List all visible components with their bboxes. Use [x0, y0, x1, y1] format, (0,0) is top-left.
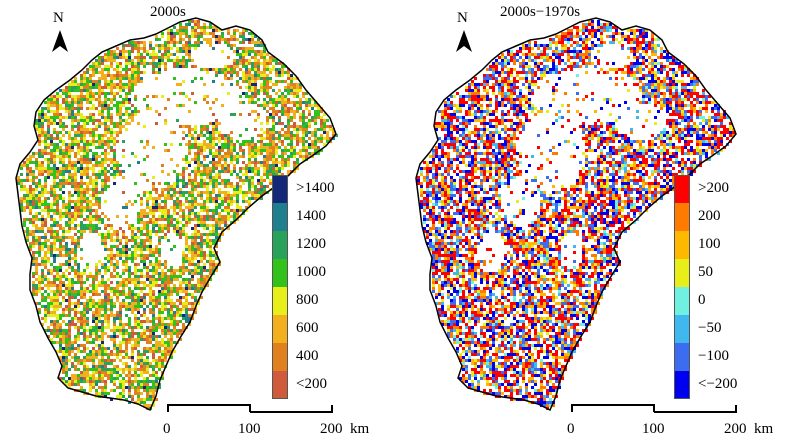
scale-bar: 0 100 200 km: [160, 400, 420, 439]
map-2000s-minus-1970s: [415, 17, 737, 412]
scale-tick-label: 100: [642, 421, 665, 437]
legend-label: 1200: [296, 236, 326, 252]
scale-tick-label: 200: [320, 421, 343, 437]
legend-label: 100: [698, 236, 721, 252]
legend-label: 50: [698, 264, 713, 280]
north-arrow-icon: N: [452, 10, 476, 58]
legend-swatch: [272, 231, 288, 259]
legend-swatch: [674, 203, 690, 231]
legend-swatch: [272, 371, 288, 399]
scale-bar: 0 100 200 km: [564, 400, 800, 439]
legend-swatch: [272, 203, 288, 231]
raster-cells: [17, 20, 338, 410]
legend-swatch: [674, 175, 690, 203]
legend-swatch: [272, 287, 288, 315]
north-arrow-icon: N: [48, 10, 72, 58]
legend-label: 600: [296, 320, 319, 336]
legend-label: 1000: [296, 264, 326, 280]
legend-swatch: [674, 343, 690, 371]
map-title: 2000s: [150, 4, 186, 20]
legend-swatch: [272, 343, 288, 371]
scale-unit: km: [754, 421, 774, 437]
legend-label: 400: [296, 348, 319, 364]
legend-swatch: [674, 371, 690, 399]
legend-label: 0: [698, 292, 706, 308]
legend-label: >200: [698, 180, 729, 196]
raster-cells: [417, 20, 735, 410]
scale-tick-label: 0: [163, 421, 171, 437]
north-label: N: [457, 10, 468, 26]
legend-swatch: [674, 315, 690, 343]
province-outline: [415, 17, 737, 412]
legend-label: −100: [698, 348, 729, 364]
legend-label: 800: [296, 292, 319, 308]
legend-label: <200: [296, 376, 327, 392]
legend-swatch: [272, 315, 288, 343]
scale-tick-label: 0: [567, 421, 575, 437]
legend-swatch: [674, 259, 690, 287]
legend-label: 200: [698, 208, 721, 224]
legend-swatch: [674, 287, 690, 315]
map-title: 2000s−1970s: [500, 4, 581, 20]
legend-label: −50: [698, 320, 722, 336]
legend-label: >1400: [296, 180, 335, 196]
scale-unit: km: [350, 421, 370, 437]
legend-swatch: [272, 259, 288, 287]
legend-swatch: [272, 175, 288, 203]
legend-swatch: [674, 231, 690, 259]
map-2000s: [15, 17, 338, 412]
legend-label: 1400: [296, 208, 326, 224]
scale-tick-label: 100: [238, 421, 261, 437]
map-panel-2000s: 2000s N >1400 1400 1200 1000 800 600 400 <200 0…: [15, 4, 369, 437]
legend-label: <−200: [698, 376, 738, 392]
province-outline: [15, 17, 337, 412]
scale-tick-label: 200: [724, 421, 747, 437]
legend-frame: [674, 175, 690, 399]
legend-frame: [272, 175, 288, 399]
north-label: N: [53, 10, 64, 26]
map-panel-difference: 2000s−1970s N >200 200 100 50 0 −50 −100 <−200 …: [400, 0, 800, 439]
